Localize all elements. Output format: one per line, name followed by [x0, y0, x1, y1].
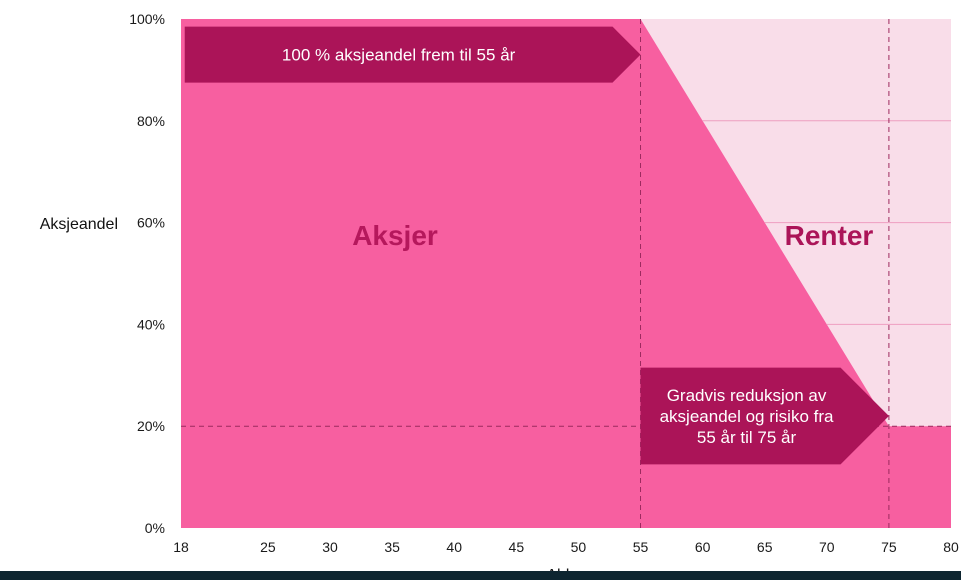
x-tick-label: 30 — [322, 539, 338, 555]
x-tick-label: 80 — [943, 539, 959, 555]
callout-text-2: Gradvis reduksjon av — [667, 386, 827, 405]
y-tick-label: 40% — [137, 316, 165, 332]
gridlines — [702, 120, 951, 325]
x-tick-label: 60 — [695, 539, 711, 555]
annotations: 100 % aksjeandel frem til 55 år Gradvis r… — [184, 26, 889, 465]
x-tick-label: 55 — [633, 539, 649, 555]
series-label-renter: Renter — [785, 220, 874, 251]
callout-text-2: aksjeandel og risiko fra — [660, 407, 834, 426]
x-tick-label: 75 — [881, 539, 897, 555]
callout-text-1: 100 % aksjeandel frem til 55 år — [282, 46, 516, 65]
callout-arrow-1 — [184, 26, 641, 83]
x-tick-label: 25 — [260, 539, 276, 555]
x-tick-label: 40 — [446, 539, 462, 555]
series-label-aksjer: Aksjer — [352, 220, 438, 251]
y-tick-label: 100% — [129, 11, 165, 27]
y-tick-label: 80% — [137, 113, 165, 129]
y-tick-label: 0% — [145, 520, 165, 536]
bottom-bar — [0, 571, 961, 580]
y-tick-label: 20% — [137, 418, 165, 434]
y-axis-label: Aksjeandel — [40, 216, 118, 233]
x-tick-label: 70 — [819, 539, 835, 555]
callout-text-2: 55 år til 75 år — [697, 428, 797, 447]
x-tick-label: 35 — [384, 539, 400, 555]
x-tick-label: 50 — [571, 539, 587, 555]
x-tick-label: 65 — [757, 539, 773, 555]
y-tick-label: 60% — [137, 215, 165, 231]
x-tick-label: 18 — [173, 539, 189, 555]
region-labels: Aksjer Renter — [352, 220, 873, 251]
x-tick-label: 45 — [509, 539, 525, 555]
callout-arrow-2 — [640, 367, 889, 465]
